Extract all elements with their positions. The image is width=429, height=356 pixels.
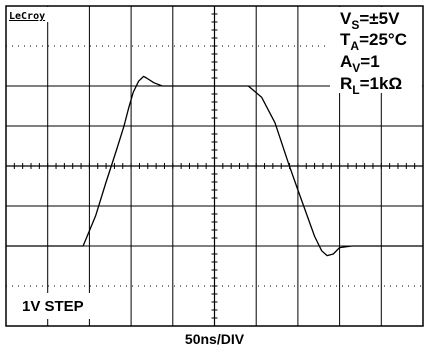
center-axis-ticks (13, 13, 416, 319)
waveform-trace (6, 75, 423, 257)
step-label-bg (14, 293, 104, 319)
step-label: 1V STEP (22, 298, 84, 315)
condition-load: RL=1kΩ (340, 74, 402, 97)
brand-label: LeCroy (9, 11, 45, 22)
condition-temperature: TA=25°C (340, 30, 407, 53)
brand-label-bg (7, 7, 49, 22)
condition-supply: VS=±5V (340, 9, 400, 32)
x-scale-label: 50ns/DIV (184, 331, 245, 347)
conditions-box (330, 7, 422, 93)
condition-gain: AV=1 (340, 52, 380, 75)
